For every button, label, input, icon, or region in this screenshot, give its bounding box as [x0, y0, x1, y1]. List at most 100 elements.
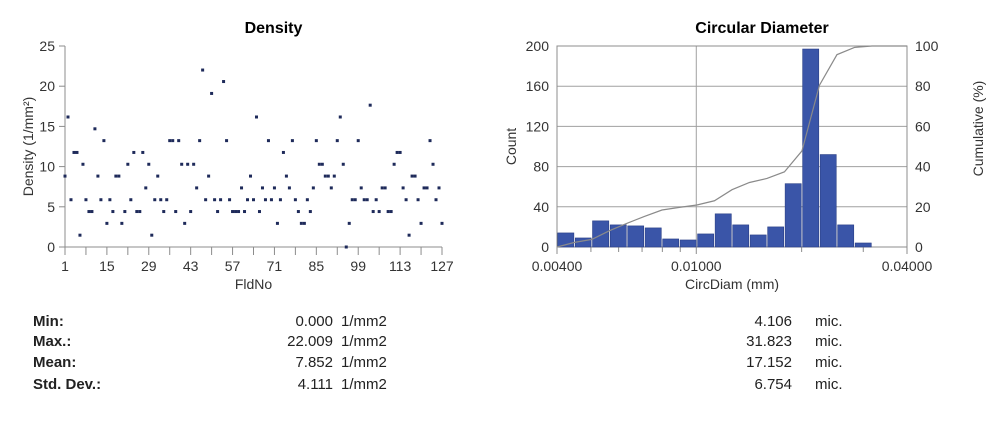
data-point — [141, 150, 145, 154]
data-point — [105, 221, 109, 225]
diameter-unit: mic. — [815, 376, 843, 393]
histogram-bar — [767, 226, 785, 248]
data-point — [216, 210, 220, 214]
data-point — [171, 139, 175, 143]
data-point — [386, 210, 390, 214]
data-point — [240, 186, 244, 190]
data-point — [204, 198, 208, 202]
data-point — [117, 174, 121, 178]
diameter-unit: mic. — [815, 333, 843, 350]
data-point — [219, 198, 223, 202]
data-point — [123, 210, 127, 214]
data-point — [371, 210, 375, 214]
data-point — [269, 198, 273, 202]
stat-label-mean: Mean: — [33, 354, 77, 371]
data-point — [377, 210, 381, 214]
y-axis-label: Count — [503, 128, 519, 165]
charts-area: Density 0 5 10 15 20 25 1 15 29 43 57 71 85 99 113 127 Fl… — [20, 20, 986, 292]
chart-title: Circular Diameter — [695, 20, 828, 37]
data-point — [147, 162, 151, 166]
data-point — [278, 198, 282, 202]
data-point — [66, 115, 70, 119]
data-point — [132, 150, 136, 154]
data-point — [308, 210, 312, 214]
x-tick-label: 0.04000 — [882, 258, 933, 274]
data-point — [296, 210, 300, 214]
data-point — [195, 186, 199, 190]
histogram-bar — [819, 154, 837, 248]
data-point — [162, 210, 166, 214]
x-tick-label: 29 — [141, 258, 157, 274]
y-tick-label: 80 — [533, 159, 549, 175]
data-point — [120, 221, 124, 225]
data-point — [213, 198, 217, 202]
x-tick-label: 15 — [99, 258, 115, 274]
data-point — [284, 174, 288, 178]
data-point — [281, 150, 285, 154]
data-point — [228, 198, 232, 202]
data-point — [192, 162, 196, 166]
diameter-max: 31.823 — [746, 333, 792, 350]
data-point — [329, 186, 333, 190]
x-tick-label: 113 — [389, 258, 412, 274]
data-point — [186, 162, 190, 166]
stat-label-stddev: Std. Dev.: — [33, 376, 102, 393]
data-point — [383, 186, 387, 190]
data-point — [290, 139, 294, 143]
x-tick-label: 99 — [350, 258, 366, 274]
data-point — [156, 174, 160, 178]
data-point — [398, 150, 402, 154]
data-point — [431, 162, 435, 166]
data-point — [305, 198, 309, 202]
data-point — [222, 80, 226, 84]
data-point — [159, 198, 163, 202]
data-point — [440, 221, 444, 225]
data-point — [174, 210, 178, 214]
data-point — [138, 210, 142, 214]
data-point — [150, 233, 154, 237]
data-point — [428, 139, 432, 143]
diameter-min: 4.106 — [754, 313, 792, 330]
data-point — [90, 210, 94, 214]
data-point — [243, 210, 247, 214]
density-unit: 1/mm2 — [341, 313, 387, 330]
y-tick-label: 20 — [39, 78, 55, 94]
histogram-bar — [802, 48, 820, 248]
data-point — [302, 221, 306, 225]
plot-frame — [556, 45, 908, 248]
data-point — [102, 139, 106, 143]
data-point — [69, 198, 73, 202]
histogram-bar — [749, 234, 767, 248]
data-point — [374, 198, 378, 202]
y2-tick-label: 20 — [915, 199, 931, 215]
x-tick-label: 43 — [183, 258, 199, 274]
data-point — [317, 162, 321, 166]
data-point — [180, 162, 184, 166]
data-point — [293, 198, 297, 202]
data-point — [81, 162, 85, 166]
histogram-bar — [784, 183, 802, 248]
data-point — [93, 127, 97, 131]
data-point — [326, 174, 330, 178]
data-point — [254, 115, 258, 119]
data-point — [257, 210, 261, 214]
data-point — [362, 198, 366, 202]
histogram-bar — [609, 224, 627, 248]
data-point — [225, 139, 229, 143]
x-tick-label: 0.01000 — [671, 258, 722, 274]
data-point — [252, 198, 255, 202]
data-point — [207, 174, 211, 178]
data-point — [401, 186, 405, 190]
diameter-unit: mic. — [815, 354, 843, 371]
y-tick-label: 160 — [526, 78, 550, 94]
x-axis-label: FldNo — [235, 276, 273, 292]
data-point — [84, 198, 88, 202]
histogram-bar — [697, 233, 715, 248]
y-tick-label: 0 — [47, 239, 55, 255]
density-min: 0.000 — [295, 313, 333, 330]
data-point — [425, 186, 429, 190]
data-point — [168, 139, 172, 143]
diameter-unit: mic. — [815, 313, 843, 330]
density-unit: 1/mm2 — [341, 376, 387, 393]
diameter-mean: 17.152 — [746, 354, 792, 371]
